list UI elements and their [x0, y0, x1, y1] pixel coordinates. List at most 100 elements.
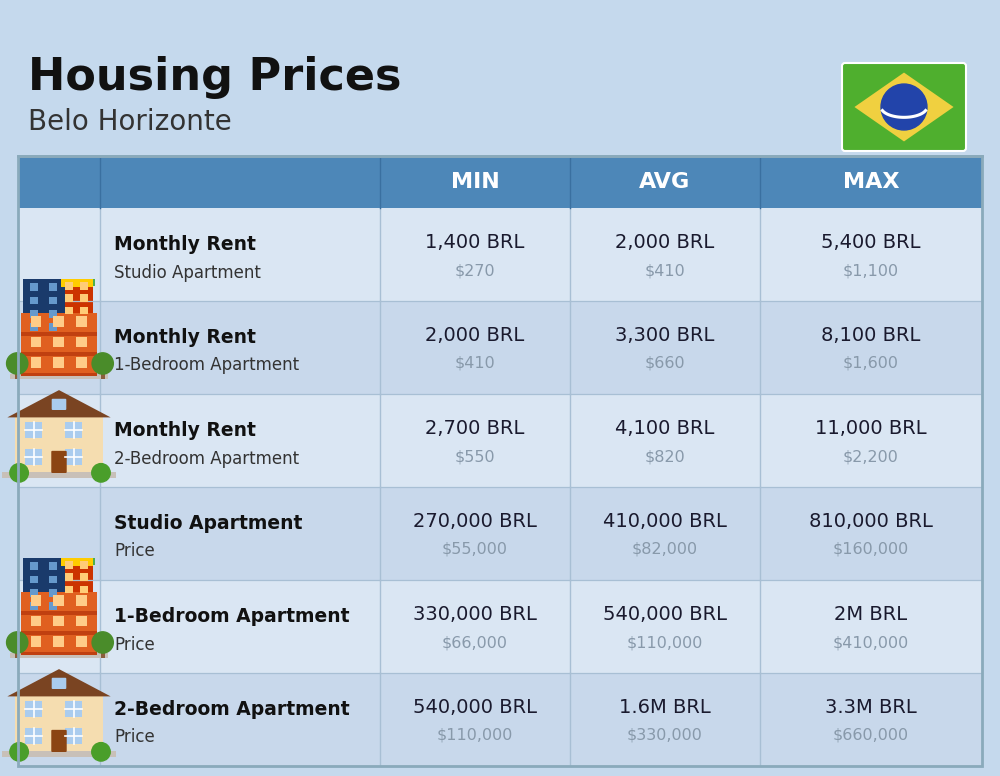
FancyBboxPatch shape: [76, 337, 87, 348]
Text: 2M BRL: 2M BRL: [834, 605, 908, 624]
FancyBboxPatch shape: [49, 310, 57, 317]
Text: Price: Price: [114, 542, 155, 560]
FancyBboxPatch shape: [30, 589, 38, 597]
FancyBboxPatch shape: [80, 561, 88, 569]
Text: 810,000 BRL: 810,000 BRL: [809, 512, 933, 531]
Circle shape: [7, 353, 28, 374]
FancyBboxPatch shape: [53, 337, 64, 348]
FancyBboxPatch shape: [52, 677, 66, 689]
FancyBboxPatch shape: [30, 324, 38, 331]
Text: 2-Bedroom Apartment: 2-Bedroom Apartment: [114, 449, 299, 467]
FancyBboxPatch shape: [21, 652, 97, 656]
FancyBboxPatch shape: [49, 589, 57, 597]
FancyBboxPatch shape: [61, 279, 93, 287]
Text: $1,600: $1,600: [843, 356, 899, 371]
FancyBboxPatch shape: [23, 279, 95, 286]
Text: $82,000: $82,000: [632, 542, 698, 557]
Text: 2-Bedroom Apartment: 2-Bedroom Apartment: [114, 700, 350, 719]
FancyBboxPatch shape: [2, 472, 116, 478]
Text: $410: $410: [455, 356, 495, 371]
FancyBboxPatch shape: [65, 282, 73, 290]
Text: 330,000 BRL: 330,000 BRL: [413, 605, 537, 624]
Text: $1,100: $1,100: [843, 263, 899, 278]
FancyBboxPatch shape: [101, 366, 105, 379]
FancyBboxPatch shape: [15, 645, 19, 658]
FancyBboxPatch shape: [18, 673, 982, 766]
FancyBboxPatch shape: [101, 645, 105, 658]
Circle shape: [92, 353, 113, 374]
Text: $410,000: $410,000: [833, 635, 909, 650]
Text: 11,000 BRL: 11,000 BRL: [815, 419, 927, 438]
Text: 2,700 BRL: 2,700 BRL: [425, 419, 525, 438]
Polygon shape: [854, 73, 954, 141]
FancyBboxPatch shape: [76, 636, 87, 646]
Text: $2,200: $2,200: [843, 449, 899, 464]
FancyBboxPatch shape: [76, 615, 87, 626]
FancyBboxPatch shape: [30, 595, 41, 606]
Text: $820: $820: [645, 449, 685, 464]
FancyBboxPatch shape: [18, 301, 982, 394]
FancyBboxPatch shape: [21, 611, 97, 615]
FancyBboxPatch shape: [30, 317, 41, 327]
Text: 270,000 BRL: 270,000 BRL: [413, 512, 537, 531]
Text: AVG: AVG: [639, 172, 691, 192]
Text: $330,000: $330,000: [627, 728, 703, 743]
Polygon shape: [44, 394, 74, 404]
FancyBboxPatch shape: [30, 296, 38, 304]
FancyBboxPatch shape: [53, 636, 64, 646]
Text: Monthly Rent: Monthly Rent: [114, 235, 256, 254]
Text: $410: $410: [645, 263, 685, 278]
FancyBboxPatch shape: [30, 310, 38, 317]
FancyBboxPatch shape: [61, 558, 93, 566]
Text: 410,000 BRL: 410,000 BRL: [603, 512, 727, 531]
Text: Monthly Rent: Monthly Rent: [114, 328, 256, 347]
FancyBboxPatch shape: [25, 422, 42, 438]
Text: $66,000: $66,000: [442, 635, 508, 650]
Text: 2,000 BRL: 2,000 BRL: [615, 233, 715, 252]
Text: $660,000: $660,000: [833, 728, 909, 743]
FancyBboxPatch shape: [49, 324, 57, 331]
Polygon shape: [7, 390, 111, 417]
FancyBboxPatch shape: [49, 283, 57, 291]
FancyBboxPatch shape: [80, 586, 88, 593]
FancyBboxPatch shape: [10, 653, 108, 658]
FancyBboxPatch shape: [51, 730, 67, 752]
FancyBboxPatch shape: [30, 576, 38, 584]
FancyBboxPatch shape: [15, 417, 103, 472]
FancyBboxPatch shape: [80, 294, 88, 302]
FancyBboxPatch shape: [49, 576, 57, 584]
Text: 1.6M BRL: 1.6M BRL: [619, 698, 711, 717]
FancyBboxPatch shape: [18, 580, 982, 673]
FancyBboxPatch shape: [21, 632, 97, 635]
FancyBboxPatch shape: [18, 156, 982, 208]
Text: 8,100 BRL: 8,100 BRL: [821, 326, 921, 345]
FancyBboxPatch shape: [80, 282, 88, 290]
FancyBboxPatch shape: [80, 573, 88, 581]
FancyBboxPatch shape: [65, 561, 73, 569]
FancyBboxPatch shape: [30, 563, 38, 570]
FancyBboxPatch shape: [21, 352, 97, 356]
FancyBboxPatch shape: [76, 357, 87, 368]
Text: 4,100 BRL: 4,100 BRL: [615, 419, 715, 438]
FancyBboxPatch shape: [23, 558, 95, 565]
FancyBboxPatch shape: [65, 573, 73, 581]
Circle shape: [10, 463, 28, 482]
FancyBboxPatch shape: [21, 314, 97, 374]
FancyBboxPatch shape: [65, 729, 82, 744]
Circle shape: [92, 463, 110, 482]
Text: $270: $270: [455, 263, 495, 278]
FancyBboxPatch shape: [61, 279, 93, 319]
FancyBboxPatch shape: [80, 307, 88, 314]
Text: 3.3M BRL: 3.3M BRL: [825, 698, 917, 717]
Text: 1,400 BRL: 1,400 BRL: [425, 233, 525, 252]
Text: $110,000: $110,000: [627, 635, 703, 650]
FancyBboxPatch shape: [52, 399, 66, 410]
FancyBboxPatch shape: [18, 208, 982, 301]
Text: $55,000: $55,000: [442, 542, 508, 557]
FancyBboxPatch shape: [25, 449, 42, 466]
Circle shape: [92, 632, 113, 653]
FancyBboxPatch shape: [842, 63, 966, 151]
Text: 540,000 BRL: 540,000 BRL: [603, 605, 727, 624]
FancyBboxPatch shape: [53, 615, 64, 626]
FancyBboxPatch shape: [30, 636, 41, 646]
